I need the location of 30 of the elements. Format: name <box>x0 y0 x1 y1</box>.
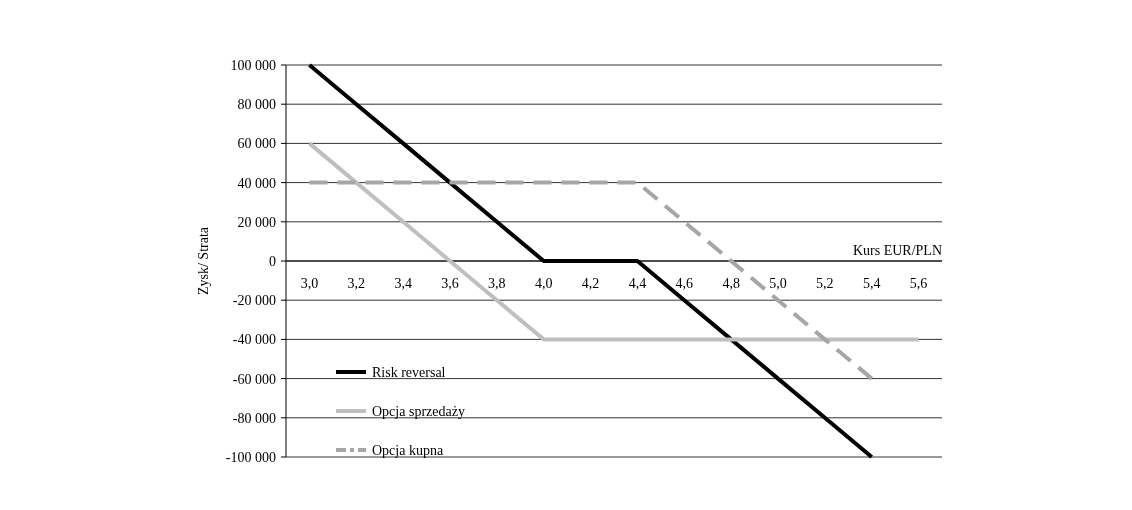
y-tick-label: -80 000 <box>232 410 276 426</box>
y-tick-label: -20 000 <box>232 293 276 309</box>
x-tick-label: 3,6 <box>441 276 459 291</box>
y-tick-label: -100 000 <box>225 449 276 465</box>
y-tick-label: -40 000 <box>232 332 276 348</box>
x-tick-label: 4,8 <box>722 276 740 291</box>
x-tick-label: 4,4 <box>628 276 647 291</box>
x-tick-label: 3,4 <box>394 276 412 291</box>
y-tick-label: 0 <box>269 253 276 269</box>
legend-label: Risk reversal <box>372 364 446 380</box>
y-tick-label: 80 000 <box>237 97 276 113</box>
y-tick-label: 100 000 <box>230 57 276 73</box>
x-tick-label: 4,6 <box>675 276 694 291</box>
x-axis-title: Kurs EUR/PLN <box>852 243 942 258</box>
x-tick-label: 4,2 <box>581 276 600 291</box>
legend-label: Opcja kupna <box>372 442 444 458</box>
x-tick-label: 3,8 <box>488 276 506 291</box>
y-tick-label: 60 000 <box>237 136 276 152</box>
x-tick-label: 5,0 <box>769 276 787 291</box>
y-tick-label: 20 000 <box>237 214 276 230</box>
x-tick-label: 3,2 <box>347 276 366 291</box>
y-axis-title: Zysk/ Strata <box>196 226 211 296</box>
x-tick-label: 4,0 <box>534 276 553 291</box>
y-tick-label: -60 000 <box>232 371 276 387</box>
x-tick-label: 5,4 <box>862 276 881 291</box>
y-tick-label: 40 000 <box>237 175 276 191</box>
x-tick-label: 3,0 <box>300 276 319 291</box>
legend-label: Opcja sprzedaży <box>372 403 465 419</box>
x-tick-label: 5,2 <box>816 276 834 291</box>
x-tick-label: 5,6 <box>909 276 928 291</box>
